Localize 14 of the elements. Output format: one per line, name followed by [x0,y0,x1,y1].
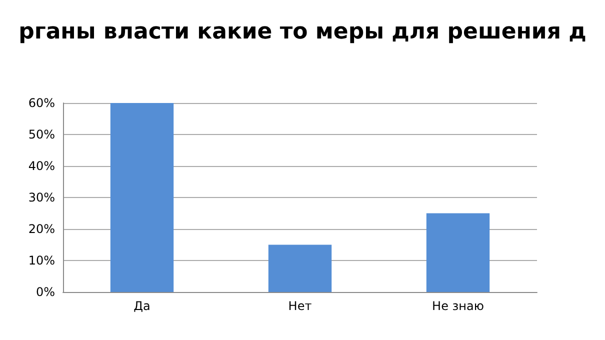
y-tick-label: 60% [28,96,55,110]
bar [426,213,490,292]
y-tick-label: 10% [28,254,55,268]
bar [268,244,332,292]
x-tick-label: Не знаю [432,299,484,313]
chart-title: рганы власти какие то меры для решения д [18,20,586,44]
y-tick-label: 30% [28,190,55,204]
x-tick-label: Да [134,299,150,313]
x-tick-label: Нет [288,299,312,313]
y-tick-label: 0% [36,285,55,299]
y-tick-label: 40% [28,159,55,173]
y-tick-label: 20% [28,222,55,236]
y-tick-label: 50% [28,128,55,142]
bar [110,103,174,292]
